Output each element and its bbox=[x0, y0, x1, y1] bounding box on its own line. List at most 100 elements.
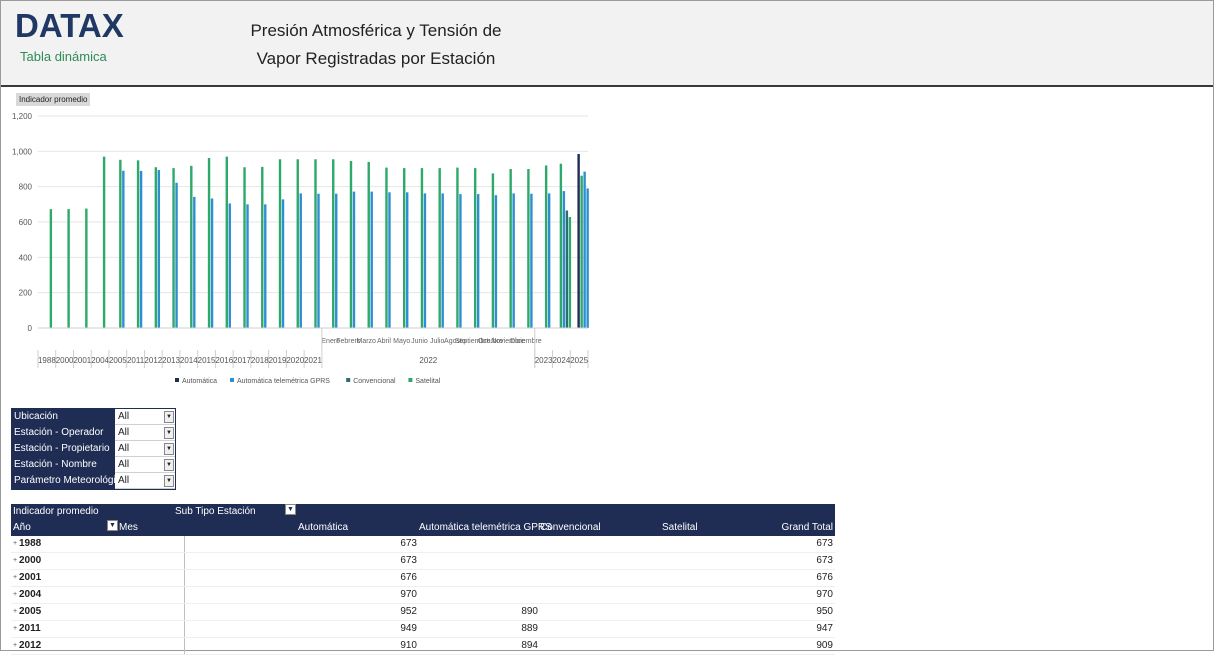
y-tick-label: 200 bbox=[19, 289, 33, 298]
chart-bar bbox=[210, 198, 214, 328]
col-header-satelital: Satelital bbox=[662, 522, 698, 533]
row-year: 2001 bbox=[19, 572, 42, 583]
chart-bar bbox=[580, 175, 583, 328]
chart-bar bbox=[175, 182, 178, 328]
chart-bar bbox=[67, 209, 70, 328]
x-year-label: 2023 bbox=[535, 356, 553, 365]
table-row: +2004 970 970 bbox=[11, 587, 835, 604]
col-header-convencional: Convencional bbox=[540, 522, 601, 533]
filter-label: Parámetro Meteorológico bbox=[12, 473, 115, 489]
filter-value-select[interactable]: All ▼ bbox=[115, 457, 175, 473]
y-tick-label: 600 bbox=[19, 218, 33, 227]
x-year-label: 2025 bbox=[570, 356, 588, 365]
x-year-label: 2017 bbox=[233, 356, 251, 365]
chart-bar bbox=[85, 208, 88, 328]
filter-row: Estación - Propietario All ▼ bbox=[12, 441, 175, 457]
chevron-down-icon[interactable]: ▼ bbox=[164, 459, 174, 471]
filter-panel: Ubicación All ▼ Estación - Operador All ▼ Esta… bbox=[11, 408, 176, 490]
chart-bar bbox=[562, 191, 566, 328]
report-header: DATAX Tabla dinámica Presión Atmosférica… bbox=[1, 1, 1213, 87]
chart-bar bbox=[438, 168, 441, 328]
chart-bar bbox=[370, 191, 373, 328]
filter-row: Estación - Operador All ▼ bbox=[12, 425, 175, 441]
row-field-dropdown-icon[interactable]: ▼ bbox=[107, 520, 118, 531]
x-month-label: Agosto bbox=[444, 338, 466, 345]
cell-automatica: 676 bbox=[400, 572, 417, 583]
y-tick-label: 0 bbox=[28, 324, 33, 333]
expand-icon[interactable]: + bbox=[13, 574, 18, 581]
filter-value: All bbox=[118, 475, 130, 486]
expand-icon[interactable]: + bbox=[13, 591, 18, 598]
x-year-label: 2011 bbox=[127, 356, 145, 365]
x-month-label: Noviembre bbox=[491, 338, 525, 345]
x-month-label: Febrero bbox=[336, 338, 361, 345]
chart-measure-button[interactable]: Indicador promedio bbox=[16, 93, 91, 106]
report-title-line1: Presión Atmosférica y Tensión de bbox=[250, 21, 502, 40]
col-field-dropdown-icon[interactable]: ▼ bbox=[285, 504, 296, 515]
x-month-label: Enero bbox=[321, 338, 340, 345]
chevron-down-icon[interactable]: ▼ bbox=[164, 427, 174, 439]
cell-automatica: 910 bbox=[400, 640, 417, 651]
chart-bar bbox=[278, 159, 282, 328]
x-year-label: 2014 bbox=[180, 356, 198, 365]
report-title-line2: Vapor Registradas por Estación bbox=[256, 49, 496, 68]
pivot-separator bbox=[184, 604, 185, 620]
chart-bar bbox=[388, 192, 391, 328]
cell-automatica: 949 bbox=[400, 623, 417, 634]
chart-bar bbox=[527, 169, 530, 328]
expand-icon[interactable]: + bbox=[13, 642, 18, 649]
chevron-down-icon[interactable]: ▼ bbox=[164, 443, 174, 455]
chart-bar bbox=[530, 193, 533, 328]
pivot-separator bbox=[184, 504, 185, 520]
filter-value: All bbox=[118, 459, 130, 470]
x-year-label: 2000 bbox=[56, 356, 74, 365]
chart-bar bbox=[473, 168, 477, 328]
filter-value-select[interactable]: All ▼ bbox=[115, 441, 175, 457]
chart-bar bbox=[547, 193, 551, 328]
x-year-label: 2024 bbox=[552, 356, 570, 365]
expand-icon[interactable]: + bbox=[13, 540, 18, 547]
chart-bar bbox=[228, 203, 231, 328]
chart-bar bbox=[544, 165, 548, 328]
cell-grand-total: 950 bbox=[816, 606, 833, 617]
cell-grand-total: 676 bbox=[816, 572, 833, 583]
filter-value-select[interactable]: All ▼ bbox=[115, 409, 175, 425]
filter-value-select[interactable]: All ▼ bbox=[115, 473, 175, 489]
x-month-label: Abril bbox=[377, 338, 391, 345]
chart-bar bbox=[423, 193, 427, 328]
filter-value: All bbox=[118, 443, 130, 454]
x-month-label: Octubre bbox=[478, 338, 503, 345]
legend-swatch bbox=[346, 378, 351, 382]
legend-label: Convencional bbox=[353, 378, 396, 385]
filter-value-select[interactable]: All ▼ bbox=[115, 425, 175, 441]
chevron-down-icon[interactable]: ▼ bbox=[164, 475, 174, 487]
chart-bar bbox=[207, 158, 211, 328]
chart-bar bbox=[172, 168, 175, 328]
x-year-label-2022: 2022 bbox=[419, 356, 437, 365]
x-year-label: 2004 bbox=[91, 356, 109, 365]
chart-bar bbox=[367, 161, 370, 328]
pivot-header-row2: Año ▼ Mes Automática Automática telemétr… bbox=[11, 520, 835, 536]
x-month-label: Diciembre bbox=[510, 338, 542, 345]
filter-label: Estación - Operador bbox=[12, 425, 115, 441]
chart-bar bbox=[122, 170, 125, 328]
legend-swatch bbox=[175, 378, 179, 382]
chevron-down-icon[interactable]: ▼ bbox=[164, 411, 174, 423]
expand-icon[interactable]: + bbox=[13, 557, 18, 564]
filter-row: Parámetro MeteorológicoAll ▼ bbox=[12, 473, 175, 489]
chart-bar bbox=[491, 173, 495, 328]
x-year-label: 2021 bbox=[304, 356, 322, 365]
chart-bar bbox=[586, 188, 589, 328]
cell-grand-total: 947 bbox=[816, 623, 833, 634]
row-year: 1988 bbox=[19, 538, 42, 549]
y-tick-label: 1,200 bbox=[12, 112, 33, 121]
expand-icon[interactable]: + bbox=[13, 608, 18, 615]
chart-bar bbox=[281, 199, 285, 328]
filter-row: Ubicación All ▼ bbox=[12, 409, 175, 425]
chart-bar bbox=[332, 159, 335, 328]
expand-icon[interactable]: + bbox=[13, 625, 18, 632]
chart-bar bbox=[296, 159, 299, 328]
chart-bar bbox=[225, 156, 228, 328]
cell-gprs: 894 bbox=[521, 640, 538, 651]
filter-value: All bbox=[118, 427, 130, 438]
